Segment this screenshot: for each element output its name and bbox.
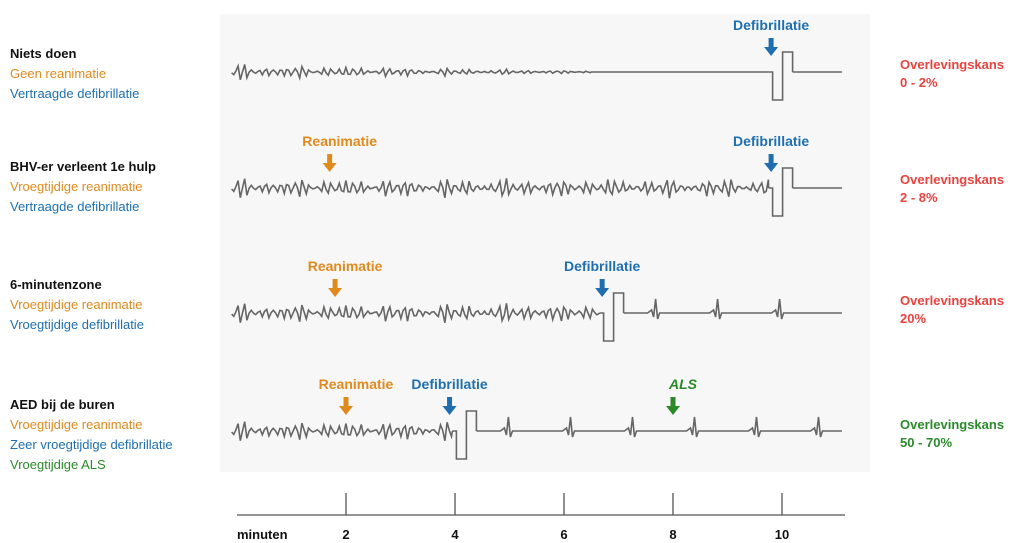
x-tick-label: 6 <box>560 527 567 542</box>
scenario-title: BHV-er verleent 1e hulp <box>10 159 156 174</box>
scenario-line: Vroegtijdige ALS <box>10 457 106 472</box>
defib-arrowhead-icon <box>595 288 610 297</box>
survival-value: 20% <box>900 311 927 326</box>
defibrillation-shock-pulse <box>768 167 794 217</box>
survival-label: Overlevingskans <box>900 172 1005 187</box>
defib-label: Defibrillatie <box>733 133 809 149</box>
scenario-title: Niets doen <box>10 46 77 61</box>
survival-value: 0 - 2% <box>900 75 938 90</box>
defib-marker: Defibrillatie <box>733 133 809 172</box>
cpr-arrow-icon <box>327 154 333 164</box>
als-marker: ALS <box>666 376 698 415</box>
cpr-arrowhead-icon <box>322 163 337 172</box>
scenario-line: Zeer vroegtijdige defibrillatie <box>10 437 173 452</box>
scenario-line: Vertraagde defibrillatie <box>10 199 140 214</box>
scenario-line: Vertraagde defibrillatie <box>10 86 140 101</box>
cpr-marker: Reanimatie <box>302 133 377 172</box>
survival-label: Overlevingskans <box>900 417 1005 432</box>
cpr-label: Reanimatie <box>319 376 394 392</box>
defib-label: Defibrillatie <box>733 17 809 33</box>
als-label: ALS <box>668 376 698 392</box>
defib-arrow-icon <box>768 38 774 48</box>
defib-arrow-icon <box>599 279 605 289</box>
cpr-arrowhead-icon <box>328 288 343 297</box>
sinus-rhythm-trace <box>476 416 842 438</box>
survival-rate-4: Overlevingskans 50 - 70% <box>900 416 1024 452</box>
survival-rate-3: Overlevingskans 20% <box>900 292 1024 328</box>
survival-label: Overlevingskans <box>900 57 1005 72</box>
scenario-line: Vroegtijdige defibrillatie <box>10 317 144 332</box>
scenario-title: 6-minutenzone <box>10 277 102 292</box>
fibrillation-trace <box>231 178 770 199</box>
fibrillation-trace <box>231 303 601 324</box>
defib-arrowhead-icon <box>764 163 779 172</box>
x-tick-label: 8 <box>669 527 676 542</box>
scenario-title: AED bij de buren <box>10 397 115 412</box>
x-axis-label: minuten <box>237 527 288 542</box>
scenario-trace-1: Defibrillatie <box>231 17 842 101</box>
sinus-rhythm-trace <box>623 298 842 320</box>
als-arrow-icon <box>670 397 676 407</box>
defib-marker: Defibrillatie <box>564 258 640 297</box>
scenario-line: Vroegtijdige reanimatie <box>10 297 143 312</box>
x-tick-label: 4 <box>451 527 459 542</box>
defibrillation-shock-pulse <box>599 292 625 342</box>
scenario-label-4: AED bij de buren Vroegtijdige reanimatie… <box>10 395 220 475</box>
scenario-line: Vroegtijdige reanimatie <box>10 417 143 432</box>
x-tick-label: 2 <box>342 527 349 542</box>
defib-marker: Defibrillatie <box>411 376 488 415</box>
survival-value: 2 - 8% <box>900 190 938 205</box>
fibrillation-trace <box>231 421 454 441</box>
scenario-line: Vroegtijdige reanimatie <box>10 179 143 194</box>
defibrillation-shock-pulse <box>768 51 794 101</box>
defibrillation-shock-pulse <box>452 410 478 460</box>
cpr-marker: Reanimatie <box>319 376 394 415</box>
survival-rate-2: Overlevingskans 2 - 8% <box>900 171 1024 207</box>
x-tick-label: 10 <box>775 527 789 542</box>
cpr-arrow-icon <box>332 279 338 289</box>
defib-label: Defibrillatie <box>411 376 487 392</box>
cpr-label: Reanimatie <box>302 133 377 149</box>
scenario-label-3: 6-minutenzone Vroegtijdige reanimatie Vr… <box>10 275 220 335</box>
defib-marker: Defibrillatie <box>733 17 809 56</box>
cpr-marker: Reanimatie <box>308 258 383 297</box>
defib-arrow-icon <box>447 397 453 407</box>
x-axis: 2 4 6 8 10 minuten <box>237 493 845 542</box>
defib-arrow-icon <box>768 154 774 164</box>
scenario-trace-3: Reanimatie Defibrillatie <box>231 258 842 342</box>
defib-arrowhead-icon <box>442 406 457 415</box>
cpr-arrowhead-icon <box>339 406 353 415</box>
scenario-line: Geen reanimatie <box>10 66 107 81</box>
scenario-label-2: BHV-er verleent 1e hulp Vroegtijdige rea… <box>10 157 220 217</box>
scenario-trace-4: Reanimatie Defibrillatie ALS <box>231 376 842 460</box>
survival-rate-1: Overlevingskans 0 - 2% <box>900 56 1024 92</box>
defib-arrowhead-icon <box>764 47 779 56</box>
cpr-arrow-icon <box>343 397 349 407</box>
diagram-panel <box>220 14 870 472</box>
fibrillation-trace <box>231 63 769 82</box>
survival-value: 50 - 70% <box>900 435 953 450</box>
scenario-label-1: Niets doen Geen reanimatie Vertraagde de… <box>10 44 220 104</box>
als-arrowhead-icon <box>666 406 680 415</box>
defib-label: Defibrillatie <box>564 258 640 274</box>
cpr-label: Reanimatie <box>308 258 383 274</box>
survival-label: Overlevingskans <box>900 293 1005 308</box>
scenario-trace-2: Reanimatie Defibrillatie <box>231 133 842 217</box>
